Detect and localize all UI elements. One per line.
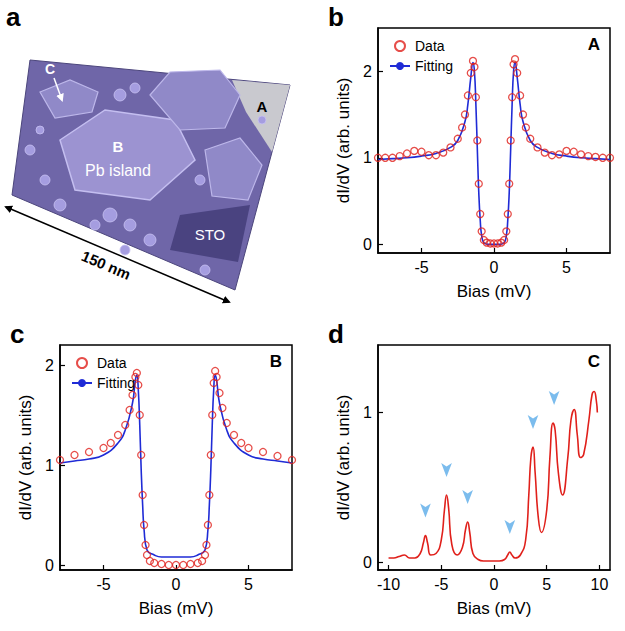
svg-text:b: b <box>328 2 344 32</box>
svg-text:A: A <box>257 98 268 115</box>
svg-text:1: 1 <box>45 457 54 474</box>
svg-text:a: a <box>6 2 21 32</box>
svg-text:Data: Data <box>97 355 127 371</box>
svg-text:B: B <box>270 352 282 371</box>
svg-text:0: 0 <box>363 236 372 253</box>
svg-text:dI/dV (arb. units): dI/dV (arb. units) <box>334 395 353 521</box>
svg-text:B: B <box>113 138 124 155</box>
svg-text:Bias (mV): Bias (mV) <box>139 599 214 618</box>
svg-text:Fitting: Fitting <box>97 375 135 391</box>
svg-text:150 nm: 150 nm <box>79 247 133 283</box>
svg-text:0: 0 <box>363 554 372 571</box>
svg-text:c: c <box>10 319 24 349</box>
svg-text:2: 2 <box>363 63 372 80</box>
svg-text:dI/dV (arb. units): dI/dV (arb. units) <box>16 395 35 521</box>
svg-text:Pb island: Pb island <box>85 162 151 179</box>
svg-text:C: C <box>588 352 600 371</box>
svg-text:0: 0 <box>490 259 499 276</box>
svg-text:5: 5 <box>562 259 571 276</box>
svg-text:Data: Data <box>415 38 445 54</box>
svg-text:5: 5 <box>542 576 551 593</box>
svg-text:-5: -5 <box>96 576 110 593</box>
svg-text:Bias (mV): Bias (mV) <box>457 599 532 618</box>
svg-text:d: d <box>328 319 344 349</box>
svg-text:0: 0 <box>490 576 499 593</box>
svg-text:C: C <box>45 61 55 77</box>
svg-text:Bias (mV): Bias (mV) <box>457 282 532 301</box>
svg-text:STO: STO <box>195 226 226 243</box>
svg-text:1: 1 <box>363 149 372 166</box>
svg-text:0: 0 <box>172 576 181 593</box>
svg-text:0: 0 <box>45 557 54 574</box>
svg-text:A: A <box>588 35 600 54</box>
svg-text:10: 10 <box>591 576 609 593</box>
svg-text:-10: -10 <box>377 576 400 593</box>
svg-text:-5: -5 <box>434 576 448 593</box>
svg-text:2: 2 <box>45 357 54 374</box>
svg-text:Fitting: Fitting <box>415 58 453 74</box>
svg-text:-5: -5 <box>414 259 428 276</box>
svg-text:5: 5 <box>244 576 253 593</box>
svg-text:1: 1 <box>363 404 372 421</box>
svg-text:dI/dV (arb. units): dI/dV (arb. units) <box>334 78 353 204</box>
